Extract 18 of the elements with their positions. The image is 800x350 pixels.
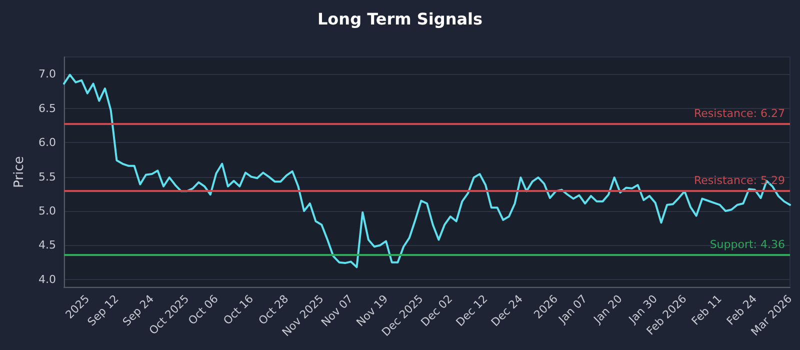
ref-line-label: Resistance: 6.27 [694, 107, 785, 120]
y-axis-title: Price [12, 156, 27, 188]
x-tick-label: Dec 24 [488, 292, 526, 329]
x-tick-label: Dec 12 [454, 292, 490, 329]
ref-line-label: Support: 4.36 [710, 238, 785, 251]
y-tick-label: 4.0 [38, 272, 56, 286]
line-series [63, 74, 791, 268]
y-tick-label: 5.5 [38, 170, 56, 184]
ref-line-label: Resistance: 5.29 [694, 174, 785, 188]
y-tick-label: 5.0 [38, 204, 56, 218]
y-tick-label: 6.0 [38, 136, 56, 150]
y-tick-label: 4.5 [38, 238, 56, 252]
y-tick-label: 7.0 [38, 68, 56, 81]
x-tick-label: Jan 20 [590, 292, 625, 327]
x-tick-label: Oct 16 [220, 292, 256, 328]
x-tick-label: Feb 11 [689, 292, 724, 328]
y-tick-label: 6.5 [38, 102, 56, 115]
chart-title: Long Term Signals [317, 10, 483, 28]
